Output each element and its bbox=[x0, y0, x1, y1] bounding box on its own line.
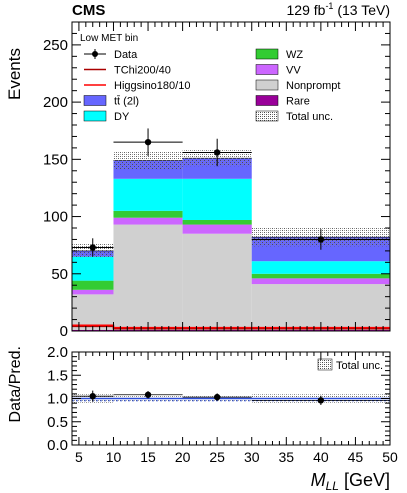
data-layer bbox=[72, 128, 390, 257]
stack-bar-dy-3 bbox=[251, 261, 390, 274]
y-tick-label-50: 50 bbox=[51, 266, 68, 283]
stack-bar-nonprompt-2 bbox=[182, 233, 252, 330]
ratio-legend-swatch bbox=[317, 358, 333, 371]
ratio-y-axis-title: Data/Pred. bbox=[7, 346, 24, 422]
x-tick-label-40: 40 bbox=[313, 449, 329, 465]
y-tick-label-0: 0 bbox=[60, 323, 68, 340]
ratio-legend-label: Total unc. bbox=[336, 360, 383, 372]
y-tick-label-250: 250 bbox=[43, 37, 68, 54]
ratio-axes: 0.0 0.5 1.0 1.5 2.0 5 10 15 20 25 30 35 40 45 50 bbox=[47, 344, 398, 465]
data-point-0 bbox=[89, 244, 96, 251]
ratio-uncertainty-layer bbox=[72, 394, 390, 403]
data-point-3 bbox=[317, 236, 325, 243]
region-label: Low MET bin bbox=[80, 33, 138, 44]
legend-right-nonprompt-2-label: Nonprompt bbox=[286, 80, 340, 92]
legend-left-higgsino180-10-2-label: Higgsino180/10 bbox=[114, 80, 190, 92]
ratio-legend: Total unc. bbox=[317, 358, 383, 372]
legend-left-data-0-marker bbox=[92, 51, 98, 57]
ratio-y-tick-label-0.5: 0.5 bbox=[47, 414, 68, 431]
y-axis-title: Events bbox=[5, 48, 24, 100]
energy-label: (13 TeV) bbox=[333, 2, 390, 18]
legend-right-wz-0-swatch bbox=[255, 48, 279, 60]
legend-left-tt-2l-3-swatch bbox=[83, 95, 107, 106]
y-tick-label-100: 100 bbox=[43, 209, 68, 226]
ratio-y-tick-label-1: 1.0 bbox=[47, 391, 68, 408]
experiment-label: CMS bbox=[72, 2, 105, 19]
stack-bar-wz-2 bbox=[182, 219, 252, 225]
legend-left-data-0-label: Data bbox=[114, 49, 138, 61]
legend-left-tchi200-40-1-label: TChi200/40 bbox=[114, 65, 171, 77]
legend-right-vv-1-label: VV bbox=[286, 65, 301, 77]
legend-right-rare-3-label: Rare bbox=[286, 96, 310, 108]
data-point-1 bbox=[144, 138, 152, 146]
stack-bar-wz-0 bbox=[72, 280, 114, 290]
x-tick-label-45: 45 bbox=[348, 449, 364, 465]
legend-right-total-unc-4-label: Total unc. bbox=[286, 111, 333, 123]
ratio-point-1 bbox=[144, 391, 152, 398]
ratio-y-tick-label-0: 0.0 bbox=[47, 437, 68, 454]
legend-left-dy-4-label: DY bbox=[114, 111, 130, 123]
ratio-point-3 bbox=[317, 397, 325, 404]
ratio-y-tick-label-2: 2.0 bbox=[47, 344, 68, 361]
stack-bar-dy-1 bbox=[113, 178, 183, 211]
stack-bar-vv-0 bbox=[72, 289, 114, 295]
y-tick-label-200: 200 bbox=[43, 94, 68, 111]
legend-left-tt-2l-3-label: tt̄ (2l) bbox=[114, 95, 139, 107]
ratio-data-layer bbox=[72, 390, 390, 406]
stack-bar-nonprompt-1 bbox=[113, 224, 183, 330]
stack-bar-vv-1 bbox=[113, 217, 183, 225]
stack-bar-vv-2 bbox=[182, 224, 252, 234]
main-axes: 0 50 100 150 200 250 bbox=[43, 21, 391, 340]
legend-right-rare-3-swatch bbox=[255, 95, 279, 106]
lumi-value: 129 fb bbox=[287, 2, 326, 18]
x-tick-label-25: 25 bbox=[209, 449, 225, 465]
legend-right-nonprompt-2-swatch bbox=[255, 79, 279, 91]
lumi-exponent: -1 bbox=[325, 1, 333, 11]
stack-bar-dy-0 bbox=[72, 256, 114, 281]
x-tick-label-5: 5 bbox=[75, 449, 83, 465]
x-tick-label-35: 35 bbox=[279, 449, 295, 465]
legend-right-wz-0-label: WZ bbox=[286, 49, 303, 61]
x-tick-label-30: 30 bbox=[244, 449, 260, 465]
x-axis-title-unit: [GeV] bbox=[339, 470, 390, 490]
legend-right-vv-1-swatch bbox=[255, 64, 279, 75]
lumi-label: 129 fb-1 (13 TeV) bbox=[287, 1, 391, 18]
stack-bar-vv-3 bbox=[251, 278, 390, 285]
x-tick-label-20: 20 bbox=[175, 449, 191, 465]
x-axis-title: MLL [GeV] bbox=[311, 470, 390, 493]
legend-left-dy-4-swatch bbox=[83, 110, 107, 122]
ratio-y-tick-label-1.5: 1.5 bbox=[47, 367, 68, 384]
total-unc-band-1 bbox=[113, 151, 183, 170]
y-tick-label-150: 150 bbox=[43, 151, 68, 168]
x-tick-label-10: 10 bbox=[106, 449, 122, 465]
ratio-point-0 bbox=[89, 392, 96, 400]
data-point-2 bbox=[213, 149, 221, 156]
stack-bar-wz-3 bbox=[251, 273, 390, 279]
stack-bar-dy-2 bbox=[182, 178, 252, 220]
x-tick-label-50: 50 bbox=[382, 449, 398, 465]
x-tick-label-15: 15 bbox=[140, 449, 156, 465]
legend-right-total-unc-4-swatch bbox=[255, 110, 279, 122]
stack-bar-wz-1 bbox=[113, 210, 183, 218]
ratio-point-2 bbox=[213, 393, 221, 401]
legend: Data TChi200/40 Higgsino180/10 tt̄ (2l) DY WZ… bbox=[83, 48, 340, 123]
x-axis-title-main: M bbox=[311, 470, 326, 490]
x-axis-title-sub: LL bbox=[326, 479, 339, 493]
